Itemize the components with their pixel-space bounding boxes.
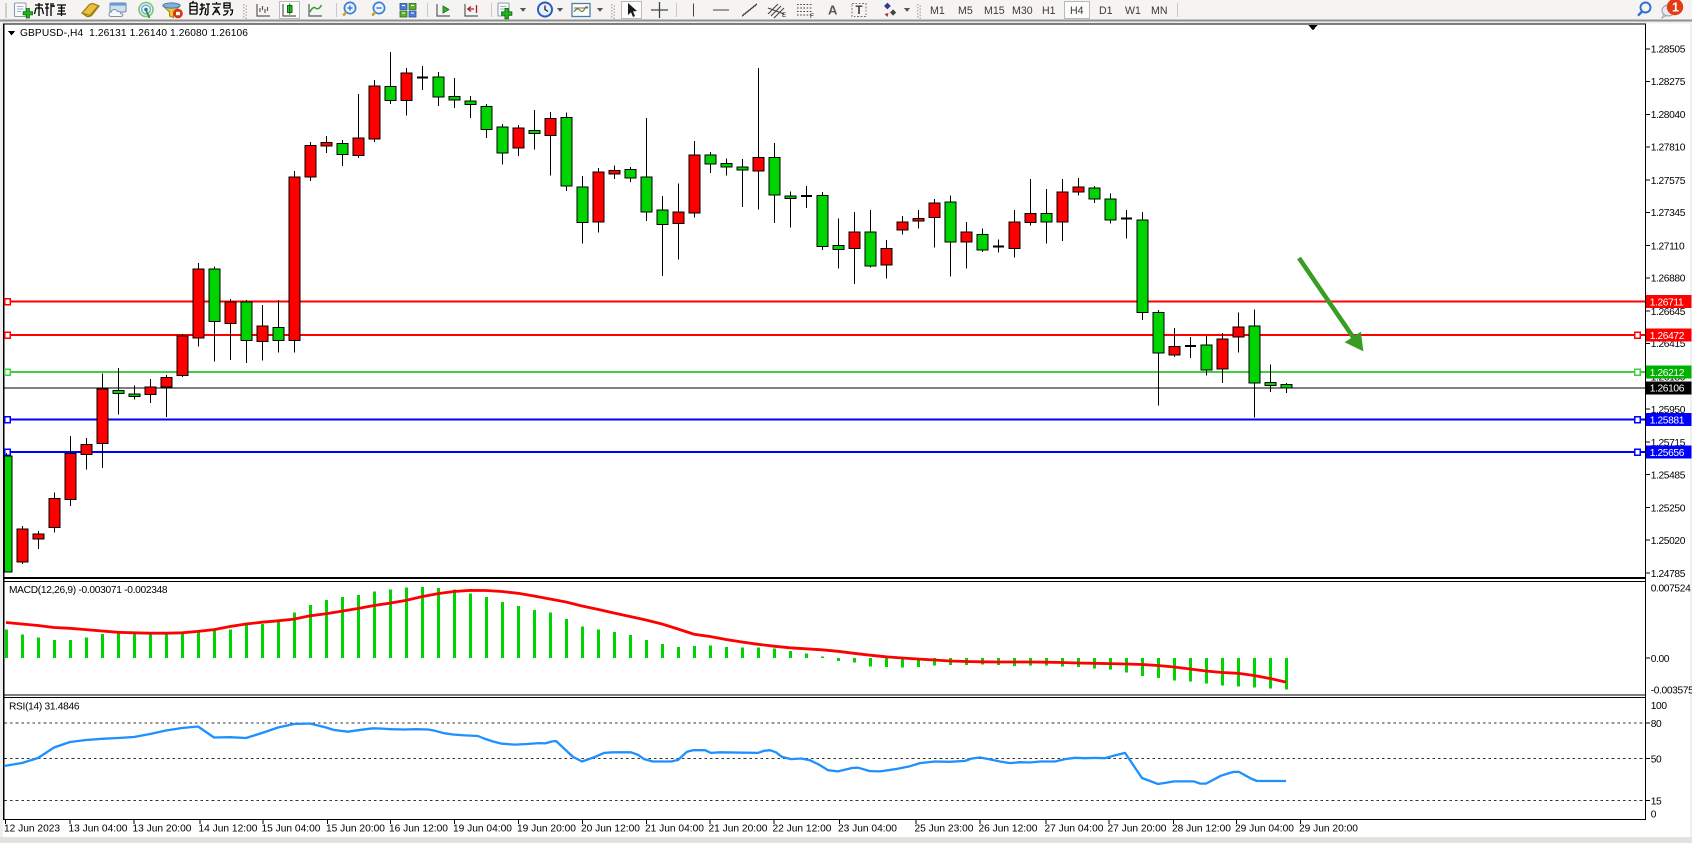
svg-text:1.24785: 1.24785	[1651, 569, 1686, 580]
svg-text:23 Jun 04:00: 23 Jun 04:00	[838, 824, 897, 835]
svg-text:M1: M1	[930, 5, 945, 17]
svg-text:MACD(12,26,9) -0.003071 -0.002: MACD(12,26,9) -0.003071 -0.002348	[9, 585, 168, 596]
svg-text:1.26415: 1.26415	[1651, 339, 1686, 350]
svg-text:21 Jun 04:00: 21 Jun 04:00	[645, 824, 704, 835]
svg-text:50: 50	[1651, 754, 1662, 765]
svg-text:1.26212: 1.26212	[1650, 368, 1685, 379]
svg-text:80: 80	[1651, 719, 1662, 730]
svg-text:1.26106: 1.26106	[1650, 384, 1685, 395]
svg-text:25 Jun 23:00: 25 Jun 23:00	[915, 824, 974, 835]
svg-text:100: 100	[1651, 701, 1668, 712]
svg-text:15: 15	[1651, 796, 1662, 807]
svg-text:H1: H1	[1042, 5, 1056, 17]
svg-text:GBPUSD-,H4 1.26131 1.26140 1.: GBPUSD-,H4 1.26131 1.26140 1.26080 1.261…	[20, 28, 248, 39]
svg-text:14 Jun 12:00: 14 Jun 12:00	[199, 824, 258, 835]
svg-text:1.27575: 1.27575	[1651, 176, 1686, 187]
svg-text:29 Jun 20:00: 29 Jun 20:00	[1299, 824, 1358, 835]
svg-text:16 Jun 12:00: 16 Jun 12:00	[389, 824, 448, 835]
svg-text:1.26472: 1.26472	[1650, 331, 1685, 342]
svg-text:21 Jun 20:00: 21 Jun 20:00	[709, 824, 768, 835]
svg-text:0.007524: 0.007524	[1651, 583, 1691, 594]
svg-text:19 Jun 20:00: 19 Jun 20:00	[517, 824, 576, 835]
svg-text:1.25250: 1.25250	[1651, 503, 1686, 514]
svg-text:19 Jun 04:00: 19 Jun 04:00	[453, 824, 512, 835]
svg-text:1.25715: 1.25715	[1651, 438, 1686, 449]
svg-text:1: 1	[1672, 1, 1679, 15]
svg-text:13 Jun 20:00: 13 Jun 20:00	[133, 824, 192, 835]
svg-text:12 Jun 2023: 12 Jun 2023	[4, 824, 60, 835]
svg-text:F: F	[810, 13, 814, 20]
svg-text:M5: M5	[958, 5, 973, 17]
svg-text:1.26880: 1.26880	[1651, 274, 1686, 285]
svg-text:H4: H4	[1070, 5, 1084, 17]
svg-text:22 Jun 12:00: 22 Jun 12:00	[773, 824, 832, 835]
svg-text:MN: MN	[1151, 5, 1167, 17]
svg-text:0.00: 0.00	[1651, 654, 1670, 665]
svg-text:A: A	[828, 3, 838, 18]
svg-text:27 Jun 20:00: 27 Jun 20:00	[1108, 824, 1167, 835]
svg-text:27 Jun 04:00: 27 Jun 04:00	[1045, 824, 1104, 835]
svg-text:M30: M30	[1012, 5, 1033, 17]
svg-text:1.27345: 1.27345	[1651, 208, 1686, 219]
svg-text:1.25656: 1.25656	[1650, 448, 1685, 459]
svg-text:1.26645: 1.26645	[1651, 307, 1686, 318]
svg-text:-0.003575: -0.003575	[1651, 685, 1692, 696]
svg-text:1.26711: 1.26711	[1650, 298, 1684, 309]
svg-text:1.28505: 1.28505	[1651, 45, 1686, 56]
svg-text:0: 0	[1651, 809, 1657, 820]
svg-text:28 Jun 12:00: 28 Jun 12:00	[1172, 824, 1231, 835]
svg-text:1.27810: 1.27810	[1651, 143, 1686, 154]
svg-text:1.25020: 1.25020	[1651, 536, 1686, 547]
svg-text:20 Jun 12:00: 20 Jun 12:00	[581, 824, 640, 835]
svg-text:26 Jun 12:00: 26 Jun 12:00	[979, 824, 1038, 835]
svg-text:1.28275: 1.28275	[1651, 77, 1686, 88]
svg-text:15 Jun 20:00: 15 Jun 20:00	[326, 824, 385, 835]
svg-text:RSI(14) 31.4846: RSI(14) 31.4846	[9, 702, 80, 713]
svg-text:D1: D1	[1099, 5, 1113, 17]
svg-text:1.25881: 1.25881	[1650, 415, 1685, 426]
svg-text:E: E	[782, 12, 787, 19]
svg-text:29 Jun 04:00: 29 Jun 04:00	[1235, 824, 1294, 835]
svg-text:1.25485: 1.25485	[1651, 470, 1686, 481]
svg-text:15 Jun 04:00: 15 Jun 04:00	[262, 824, 321, 835]
svg-text:13 Jun 04:00: 13 Jun 04:00	[69, 824, 128, 835]
svg-text:1.25950: 1.25950	[1651, 405, 1686, 416]
svg-text:W1: W1	[1125, 5, 1141, 17]
svg-text:1.27110: 1.27110	[1651, 241, 1685, 252]
svg-text:1.28040: 1.28040	[1651, 110, 1686, 121]
svg-text:M15: M15	[984, 5, 1005, 17]
svg-text:T: T	[856, 5, 863, 17]
